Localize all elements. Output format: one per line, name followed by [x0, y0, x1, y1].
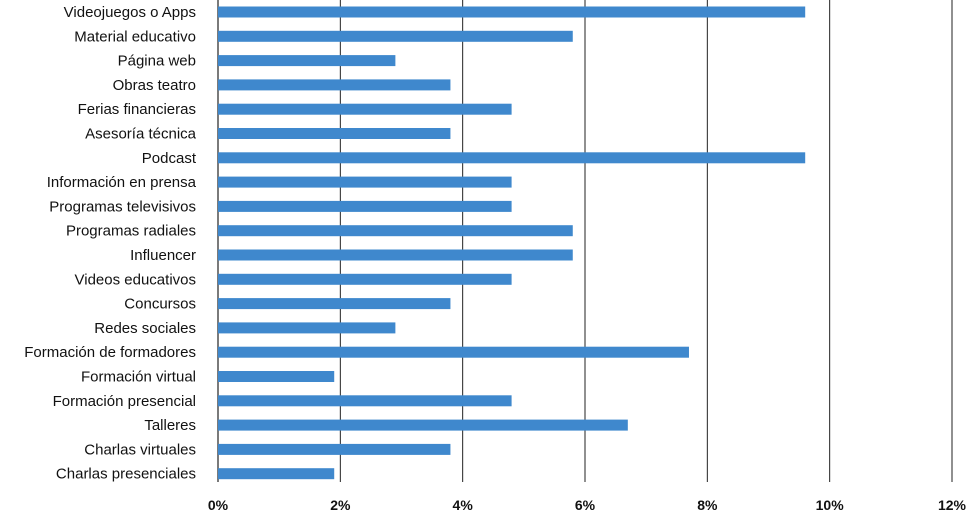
category-label: Programas televisivos [49, 198, 196, 215]
bar [218, 152, 806, 164]
x-tick-label: 2% [330, 497, 351, 513]
bars [218, 6, 806, 480]
category-label: Videojuegos o Apps [64, 4, 196, 21]
category-label: Página web [118, 53, 196, 70]
x-tick-label: 8% [697, 497, 718, 513]
bar [218, 30, 573, 42]
bar [218, 371, 335, 382]
category-label: Podcast [142, 150, 197, 167]
bar [218, 322, 396, 334]
category-label: Charlas virtuales [84, 441, 196, 458]
bar [218, 103, 512, 115]
category-label: Asesoría técnica [85, 126, 197, 143]
gridlines [217, 0, 953, 482]
bar [218, 225, 573, 237]
bar [218, 298, 451, 310]
bar [218, 176, 512, 188]
category-label: Formación presencial [53, 393, 196, 410]
category-label: Ferias financieras [78, 101, 196, 118]
x-tick-label: 0% [208, 497, 229, 513]
bar [218, 443, 451, 455]
bar [218, 55, 396, 67]
x-tick-label: 4% [453, 497, 474, 513]
bar [218, 200, 512, 212]
x-tick-label: 6% [575, 497, 596, 513]
bar [218, 468, 335, 480]
category-labels: Videojuegos o Apps Material educativo Pági… [24, 4, 197, 483]
bar [218, 395, 512, 407]
x-tick-label: 12% [938, 497, 966, 513]
category-label: Influencer [130, 247, 196, 264]
category-label: Talleres [144, 417, 196, 434]
bar [218, 273, 512, 285]
bar [218, 346, 689, 358]
x-tick-labels: 0% 2% 4% 6% 8% 10% 12% [208, 497, 966, 513]
category-label: Información en prensa [47, 174, 197, 191]
bar [218, 249, 573, 261]
category-label: Formación de formadores [24, 344, 196, 361]
category-label: Formación virtual [81, 369, 196, 386]
bar [218, 419, 628, 431]
category-label: Material educativo [74, 28, 196, 45]
bar [218, 79, 451, 91]
category-label: Programas radiales [66, 223, 196, 240]
category-label: Redes sociales [94, 320, 196, 337]
x-tick-label: 10% [816, 497, 845, 513]
bar [218, 6, 806, 18]
category-label: Obras teatro [113, 77, 196, 94]
category-label: Charlas presenciales [56, 466, 196, 483]
bar [218, 128, 451, 139]
category-label: Concursos [124, 296, 196, 313]
category-label: Videos educativos [75, 271, 196, 288]
